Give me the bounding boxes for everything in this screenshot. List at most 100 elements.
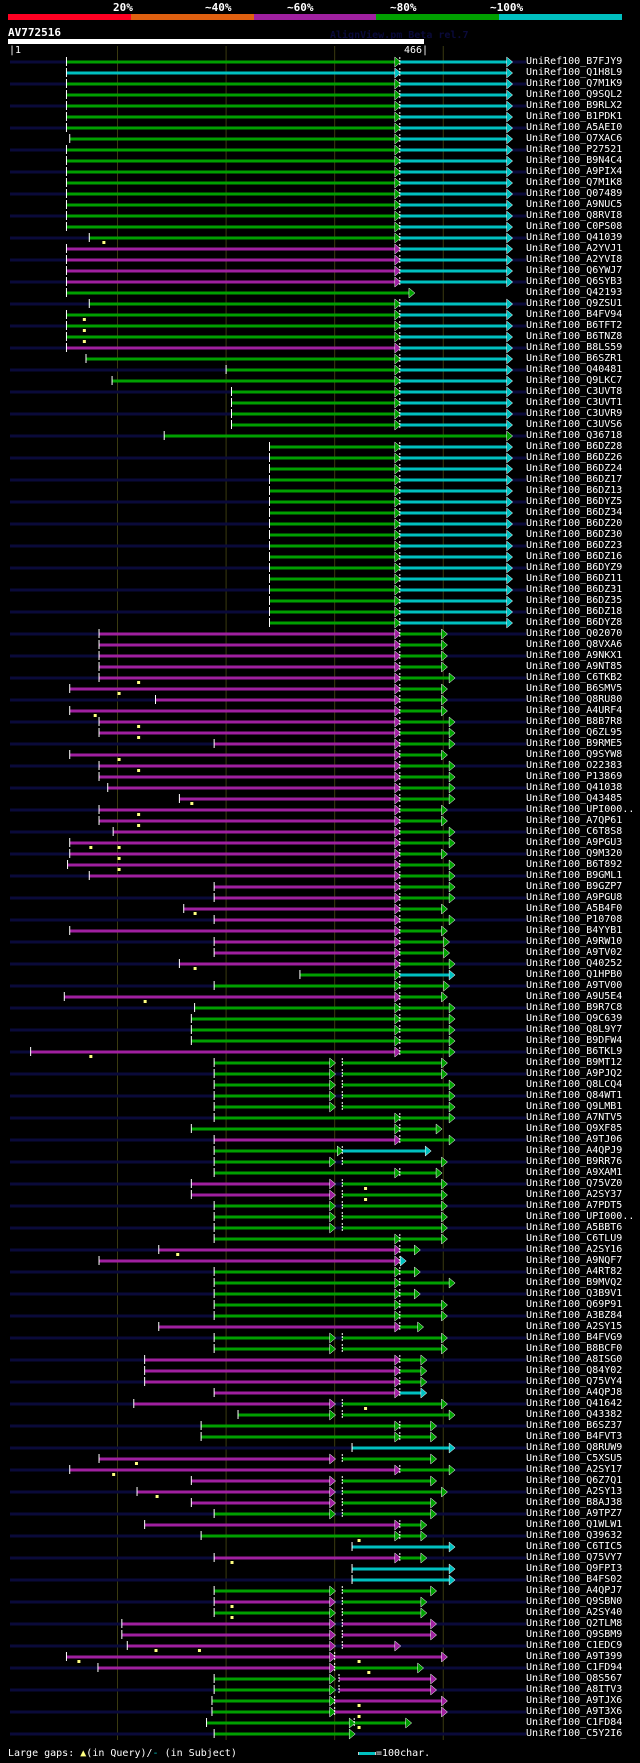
subject-label[interactable]: UniRef100_A2SY40 xyxy=(526,1607,623,1618)
subject-label[interactable]: UniRef100_B9GML1 xyxy=(526,870,623,881)
subject-label[interactable]: UniRef100_C1EDC9 xyxy=(526,1640,623,1651)
subject-label[interactable]: UniRef100_A9T399 xyxy=(526,1651,623,1662)
subject-label[interactable]: UniRef100_A7QP61 xyxy=(526,815,623,826)
subject-label[interactable]: UniRef100_A9TJ06 xyxy=(526,1134,623,1145)
subject-label[interactable]: UniRef100_A9NKX1 xyxy=(526,650,623,661)
subject-label[interactable]: UniRef100_Q1HPB0 xyxy=(526,969,623,980)
subject-label[interactable]: UniRef100_Q2TLM8 xyxy=(526,1618,623,1629)
subject-label[interactable]: UniRef100_A2YVJ1 xyxy=(526,243,623,254)
subject-label[interactable]: UniRef100_Q1H8L9 xyxy=(526,67,623,78)
subject-label[interactable]: UniRef100_B6DZ11 xyxy=(526,573,623,584)
subject-label[interactable]: UniRef100_Q43382 xyxy=(526,1409,623,1420)
subject-label[interactable]: UniRef100_A9PGU3 xyxy=(526,837,623,848)
subject-label[interactable]: UniRef100_A2SY37 xyxy=(526,1189,623,1200)
subject-label[interactable]: UniRef100_A9PJQ2 xyxy=(526,1068,623,1079)
subject-label[interactable]: UniRef100_A9U5E4 xyxy=(526,991,623,1002)
subject-label[interactable]: UniRef100_Q8VXA6 xyxy=(526,639,623,650)
subject-label[interactable]: UniRef100_B9MT12 xyxy=(526,1057,623,1068)
subject-label[interactable]: UniRef100_B6DZ17 xyxy=(526,474,623,485)
subject-label[interactable]: UniRef100_C3UVT8 xyxy=(526,386,623,397)
subject-label[interactable]: UniRef100_B6TFT2 xyxy=(526,320,623,331)
subject-label[interactable]: UniRef100_A9RW10 xyxy=(526,936,623,947)
subject-label[interactable]: UniRef100_B6DZ16 xyxy=(526,551,623,562)
subject-label[interactable]: UniRef100_B6DZ30 xyxy=(526,529,623,540)
subject-label[interactable]: UniRef100_Q75VY7 xyxy=(526,1552,623,1563)
subject-label[interactable]: UniRef100_UPI000.. xyxy=(526,1211,635,1222)
subject-label[interactable]: UniRef100_A9TV02 xyxy=(526,947,623,958)
subject-label[interactable]: UniRef100_Q8RUW9 xyxy=(526,1442,623,1453)
subject-label[interactable]: UniRef100_B9RME5 xyxy=(526,738,623,749)
subject-label[interactable]: UniRef100_A7NTV5 xyxy=(526,1112,623,1123)
subject-label[interactable]: UniRef100_B9R7C8 xyxy=(526,1002,623,1013)
subject-label[interactable]: UniRef100_B9N4C4 xyxy=(526,155,623,166)
subject-label[interactable]: UniRef100_C6TLU9 xyxy=(526,1233,623,1244)
subject-label[interactable]: UniRef100_Q9LMB1 xyxy=(526,1101,623,1112)
subject-label[interactable]: UniRef100_A5BBT6 xyxy=(526,1222,623,1233)
subject-label[interactable]: UniRef100_B6DZ34 xyxy=(526,507,623,518)
subject-label[interactable]: UniRef100_UPI000.. xyxy=(526,804,635,815)
subject-label[interactable]: UniRef100_A9PIX4 xyxy=(526,166,623,177)
subject-label[interactable]: UniRef100_B8AJ38 xyxy=(526,1497,623,1508)
subject-label[interactable]: UniRef100_B9RR76 xyxy=(526,1156,623,1167)
subject-label[interactable]: UniRef100_B4FVG9 xyxy=(526,1332,623,1343)
subject-label[interactable]: UniRef100_Q1WLW1 xyxy=(526,1519,623,1530)
subject-label[interactable]: UniRef100_A4QPJ9 xyxy=(526,1145,623,1156)
subject-label[interactable]: UniRef100_Q84WT1 xyxy=(526,1090,623,1101)
subject-label[interactable]: UniRef100_B4FVT3 xyxy=(526,1431,623,1442)
subject-label[interactable]: UniRef100_B6DZ13 xyxy=(526,485,623,496)
subject-label[interactable]: UniRef100_C3UVR9 xyxy=(526,408,623,419)
subject-label[interactable]: UniRef100_Q40252 xyxy=(526,958,623,969)
subject-label[interactable]: UniRef100_B6SMV5 xyxy=(526,683,623,694)
subject-label[interactable]: UniRef100_Q6SYB3 xyxy=(526,276,623,287)
subject-label[interactable]: UniRef100_A9XAM1 xyxy=(526,1167,623,1178)
subject-label[interactable]: UniRef100_B6DYZ8 xyxy=(526,617,623,628)
subject-label[interactable]: UniRef100_Q6ZL95 xyxy=(526,727,623,738)
subject-label[interactable]: UniRef100_B4YYB1 xyxy=(526,925,623,936)
subject-label[interactable]: UniRef100_A2YVI8 xyxy=(526,254,623,265)
subject-label[interactable]: UniRef100_Q8L9Y7 xyxy=(526,1024,623,1035)
subject-label[interactable]: UniRef100_A5B4F0 xyxy=(526,903,623,914)
subject-label[interactable]: UniRef100_A3BZ84 xyxy=(526,1310,623,1321)
subject-label[interactable]: UniRef100_A8ITV3 xyxy=(526,1684,623,1695)
subject-label[interactable]: UniRef100_B6DZ31 xyxy=(526,584,623,595)
subject-label[interactable]: UniRef100_Q8LCQ4 xyxy=(526,1079,623,1090)
subject-label[interactable]: UniRef100_Q3B9V1 xyxy=(526,1288,623,1299)
subject-label[interactable]: UniRef100_B4FV94 xyxy=(526,309,623,320)
subject-label[interactable]: UniRef100_A9NQF7 xyxy=(526,1255,623,1266)
subject-label[interactable]: UniRef100_Q9XF85 xyxy=(526,1123,623,1134)
subject-label[interactable]: UniRef100_P10708 xyxy=(526,914,623,925)
subject-label[interactable]: UniRef100_A8ISG0 xyxy=(526,1354,623,1365)
subject-label[interactable]: UniRef100_Q9LKC7 xyxy=(526,375,623,386)
subject-label[interactable]: UniRef100_C0PS08 xyxy=(526,221,623,232)
subject-label[interactable]: UniRef100_Q9ZSU1 xyxy=(526,298,623,309)
subject-label[interactable]: UniRef100_B6DZ28 xyxy=(526,441,623,452)
subject-label[interactable]: UniRef100_Q07489 xyxy=(526,188,623,199)
subject-label[interactable]: UniRef100_C1FD84 xyxy=(526,1717,623,1728)
subject-label[interactable]: UniRef100_C3UVT1 xyxy=(526,397,623,408)
subject-label[interactable]: UniRef100_B6DZ20 xyxy=(526,518,623,529)
subject-label[interactable]: UniRef100_Q9SBM9 xyxy=(526,1629,623,1640)
subject-label[interactable]: UniRef100_B4FS02 xyxy=(526,1574,623,1585)
subject-label[interactable]: UniRef100_Q7XAC6 xyxy=(526,133,623,144)
subject-label[interactable]: UniRef100_Q02070 xyxy=(526,628,623,639)
subject-label[interactable]: UniRef100_Q43485 xyxy=(526,793,623,804)
subject-label[interactable]: UniRef100_Q42193 xyxy=(526,287,623,298)
subject-label[interactable]: UniRef100_C1FD94 xyxy=(526,1662,623,1673)
subject-label[interactable]: UniRef100_B6SZ37 xyxy=(526,1420,623,1431)
subject-label[interactable]: UniRef100_A9TV00 xyxy=(526,980,623,991)
subject-label[interactable]: UniRef100_Q9SQL2 xyxy=(526,89,623,100)
subject-label[interactable]: UniRef100_A2SY15 xyxy=(526,1321,623,1332)
subject-label[interactable]: UniRef100_A9NUC5 xyxy=(526,199,623,210)
subject-label[interactable]: UniRef100_Q40481 xyxy=(526,364,623,375)
subject-label[interactable]: UniRef100_C5Y2I6 xyxy=(526,1728,623,1739)
subject-label[interactable]: UniRef100_A2SY17 xyxy=(526,1464,623,1475)
subject-label[interactable]: UniRef100_Q7M1K8 xyxy=(526,177,623,188)
subject-label[interactable]: UniRef100_B6DZ24 xyxy=(526,463,623,474)
subject-label[interactable]: UniRef100_B6DZ26 xyxy=(526,452,623,463)
subject-label[interactable]: UniRef100_C5XSU5 xyxy=(526,1453,623,1464)
subject-label[interactable]: UniRef100_Q8RU80 xyxy=(526,694,623,705)
subject-label[interactable]: UniRef100_Q39632 xyxy=(526,1530,623,1541)
subject-label[interactable]: UniRef100_B1PDK1 xyxy=(526,111,623,122)
subject-label[interactable]: UniRef100_Q9SYW8 xyxy=(526,749,623,760)
subject-label[interactable]: UniRef100_A2SY16 xyxy=(526,1244,623,1255)
